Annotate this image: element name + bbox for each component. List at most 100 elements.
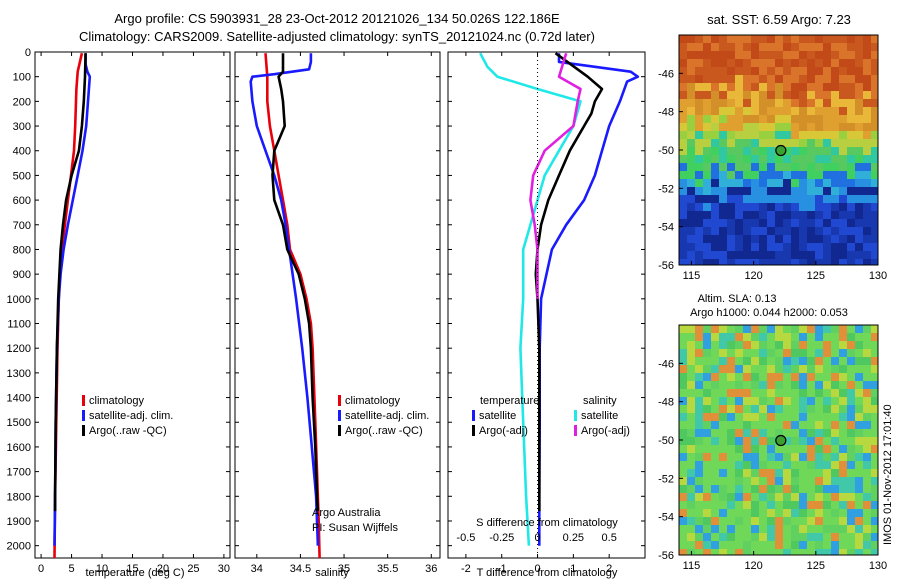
sst-map-cell [783,131,791,139]
sla-map-cell [871,493,878,501]
sla-map-cell [711,509,719,517]
sst-map-cell [687,43,695,51]
sla-map-cell [839,365,847,373]
sla-map-cell [831,341,839,349]
sst-map-cell [863,99,871,107]
sst-map-cell [839,107,847,115]
sst-map-cell [847,179,855,187]
sla-map-cell [711,485,719,493]
sla-map-cell [743,413,751,421]
sst-map-cell [735,155,743,163]
sst-map-cell [815,75,823,83]
sla-map-cell [799,493,807,501]
sla-map-cell [759,381,767,389]
sla-map-cell [791,349,799,357]
sla-map-cell [807,493,815,501]
sla-map-cell [799,373,807,381]
sla-map-cell [815,357,823,365]
sst-map-cell [735,171,743,179]
sla-map-cell [799,445,807,453]
sst-map-cell [727,251,735,259]
sst-map-cell [679,91,687,99]
sst-map-cell [823,211,831,219]
sst-map-cell [775,107,783,115]
sst-map-cell [871,203,878,211]
sla-map-cell [847,429,855,437]
sst-map-cell [679,43,687,51]
sla-map-cell [719,373,727,381]
sst-map-cell [711,115,719,123]
sst-map-cell [863,51,871,59]
sla-map-cell [855,437,863,445]
sst-map-cell [711,171,719,179]
sst-map-cell [759,147,767,155]
sla-map-cell [711,349,719,357]
sst-map-cell [799,107,807,115]
sla-map-cell [727,549,735,555]
sst-map-cell [703,43,711,51]
sla-map-cell [871,405,878,413]
sla-map-cell [871,413,878,421]
sla-map-cell [751,525,759,533]
sst-map-cell [687,163,695,171]
sla-map-cell [799,453,807,461]
sst-map-cell [751,251,759,259]
sst-map-cell [719,43,727,51]
salinity-series-line [264,53,321,559]
sst-map-cell [727,83,735,91]
sla-map-cell [847,333,855,341]
temperature-ytick-label: 700 [13,220,31,232]
sst-map-cell [783,171,791,179]
sla-map-cell [847,549,855,555]
sla-map-cell [767,405,775,413]
sst-map-cell [823,139,831,147]
sst-map-cell [799,235,807,243]
sst-map-cell [727,51,735,59]
sla-map-cell [711,341,719,349]
sst-map-cell [807,171,815,179]
sla-map-cell [751,461,759,469]
sst-map-cell [823,91,831,99]
temperature-xtick-label: 25 [187,563,199,575]
sst-map-cell [679,75,687,83]
sla-map-cell [759,397,767,405]
sst-map-cell [695,171,703,179]
sst-map-cell [847,99,855,107]
sst-map-cell [791,219,799,227]
sla-map-cell [679,333,687,341]
sla-map-cell [719,325,727,333]
sla-map-cell [687,365,695,373]
sst-map-cell [775,203,783,211]
temperature-ytick-label: 1700 [7,467,31,479]
sla-map-panel: 115 120 125 130-46-48-50-52-54-56 [658,324,887,572]
sst-map-cell [767,235,775,243]
sla-map-xtick-label: 120 [744,560,762,572]
temperature-xtick-label: 15 [126,563,138,575]
sst-map-cell [839,147,847,155]
sla-map-cell [823,333,831,341]
sla-map-cell [871,325,878,333]
temperature-legend-label: climatology [89,395,145,407]
sst-map-cell [791,35,799,43]
sst-map-cell [743,259,751,265]
sst-map-cell [823,59,831,67]
sla-map-cell [855,469,863,477]
sla-map-cell [855,509,863,517]
sla-map-cell [863,341,871,349]
sst-map-cell [727,91,735,99]
sla-map-cell [695,349,703,357]
sla-map-cell [863,533,871,541]
sla-map-cell [775,349,783,357]
sla-map-cell [743,453,751,461]
sst-map-cell [847,251,855,259]
sla-map-cell [743,493,751,501]
sla-map-cell [719,357,727,365]
sla-map-cell [743,365,751,373]
sst-map-cell [775,91,783,99]
sla-map-cell [687,541,695,549]
temperature-ytick-label: 1800 [7,491,31,503]
sla-map-cell [727,357,735,365]
sla-map-cell [783,373,791,381]
sla-map-cell [823,445,831,453]
sst-map-cell [695,107,703,115]
